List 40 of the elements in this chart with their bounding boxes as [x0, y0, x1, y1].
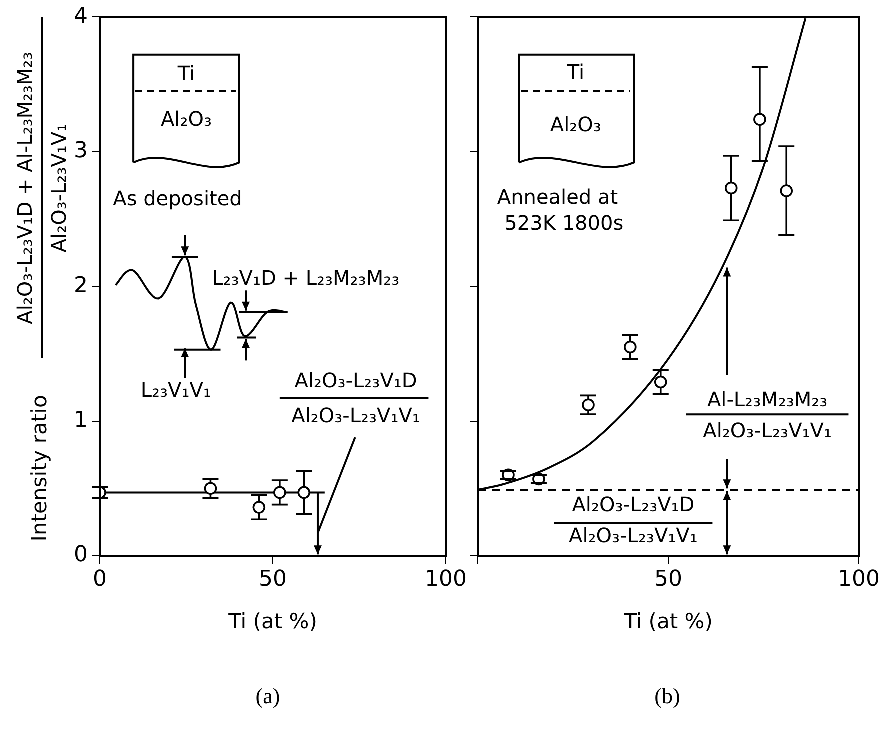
x-tick-label: 50 [259, 566, 287, 592]
text: (b) [654, 684, 680, 709]
annotation: Al₂O₃-L₂₃V₁D [572, 492, 695, 516]
annotation: Al₂O₃-L₂₃V₁V₁ [703, 418, 832, 442]
annotation: 523K 1800s [504, 210, 624, 235]
y-tick-label: 4 [74, 4, 88, 29]
annotation: Al₂O₃-L₂₃V₁V₁ [569, 523, 698, 548]
point [624, 340, 637, 354]
text: Al₂O₃-L₂₃V₁V₁ [47, 124, 72, 253]
annotation: Ti [176, 61, 196, 86]
x-tick-label: 100 [425, 566, 468, 592]
annotation: L₂₃V₁V₁ [140, 378, 212, 402]
point [298, 486, 311, 500]
x-tick-label: 0 [92, 566, 107, 592]
annotation: Al-L₂₃M₂₃M₂₃ [707, 387, 828, 412]
annotation: Al₂O₃ [160, 107, 212, 132]
point [654, 376, 668, 389]
x-axis-title: Ti (at %) [228, 609, 318, 634]
text: (a) [256, 684, 280, 709]
text: Al₂O₃-L₂₃V₁D + Al-L₂₃M₂₃M₂₃ [13, 52, 38, 324]
y-tick-label: 2 [74, 273, 88, 298]
y-tick-label: 0 [74, 542, 88, 568]
y-axis-title: Intensity ratio [27, 395, 52, 542]
x-tick-label: 50 [654, 566, 682, 592]
point [724, 182, 738, 195]
annotation: As deposited [113, 186, 242, 211]
annotation: Annealed at [497, 185, 618, 210]
point [754, 113, 766, 126]
point [274, 486, 286, 500]
point [780, 184, 794, 198]
annotation: Al₂O₃-L₂₃V₁D [294, 368, 418, 392]
annotation: Ti [566, 60, 585, 84]
annotation: L₂₃V₁D + L₂₃M₂₃M₂₃ [212, 266, 400, 290]
annotation: Al₂O₃-L₂₃V₁V₁ [292, 403, 420, 428]
x-axis-title: Ti (at %) [623, 609, 713, 634]
x-tick-label: 100 [838, 566, 880, 592]
y-tick-label: 3 [74, 138, 88, 164]
point [252, 501, 266, 514]
annotation: Al₂O₃ [550, 112, 602, 137]
y-tick-label: 1 [74, 408, 88, 434]
